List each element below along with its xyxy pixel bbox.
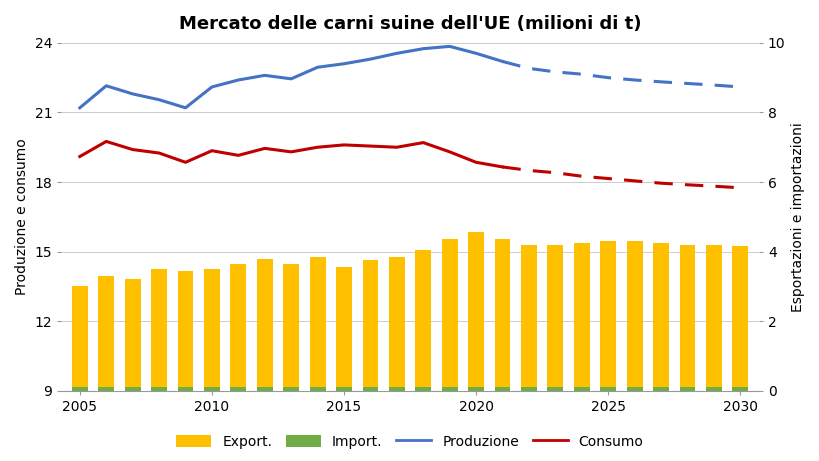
Bar [283, 264, 299, 391]
Bar [573, 386, 589, 391]
Bar [98, 276, 114, 391]
Bar [178, 386, 193, 391]
Bar [151, 269, 167, 391]
Bar [283, 386, 299, 391]
Bar [494, 239, 510, 391]
Bar [415, 250, 431, 391]
Y-axis label: Produzione e consumo: Produzione e consumo [15, 138, 29, 295]
Bar [388, 386, 405, 391]
Bar [652, 243, 668, 391]
Bar [388, 257, 405, 391]
Bar [731, 386, 747, 391]
Bar [441, 386, 457, 391]
Bar [256, 259, 273, 391]
Bar [124, 279, 140, 391]
Bar [204, 386, 219, 391]
Bar [256, 386, 273, 391]
Bar [468, 386, 483, 391]
Bar [600, 241, 615, 391]
Legend: Export., Import., Produzione, Consumo: Export., Import., Produzione, Consumo [170, 429, 649, 454]
Bar [72, 286, 88, 391]
Bar [547, 245, 563, 391]
Bar [547, 386, 563, 391]
Bar [204, 269, 219, 391]
Title: Mercato delle carni suine dell'UE (milioni di t): Mercato delle carni suine dell'UE (milio… [179, 15, 640, 33]
Bar [520, 386, 536, 391]
Bar [230, 386, 246, 391]
Bar [705, 245, 721, 391]
Bar [362, 260, 378, 391]
Bar [441, 239, 457, 391]
Bar [626, 241, 642, 391]
Bar [310, 257, 325, 391]
Bar [679, 386, 695, 391]
Bar [230, 264, 246, 391]
Bar [652, 386, 668, 391]
Y-axis label: Esportazioni e importazioni: Esportazioni e importazioni [790, 122, 804, 312]
Bar [336, 386, 351, 391]
Bar [705, 386, 721, 391]
Bar [573, 243, 589, 391]
Bar [520, 245, 536, 391]
Bar [151, 386, 167, 391]
Bar [626, 386, 642, 391]
Bar [468, 232, 483, 391]
Bar [124, 386, 140, 391]
Bar [494, 386, 510, 391]
Bar [731, 246, 747, 391]
Bar [98, 386, 114, 391]
Bar [362, 386, 378, 391]
Bar [600, 386, 615, 391]
Bar [72, 386, 88, 391]
Bar [310, 386, 325, 391]
Bar [679, 245, 695, 391]
Bar [336, 267, 351, 391]
Bar [178, 271, 193, 391]
Bar [415, 386, 431, 391]
